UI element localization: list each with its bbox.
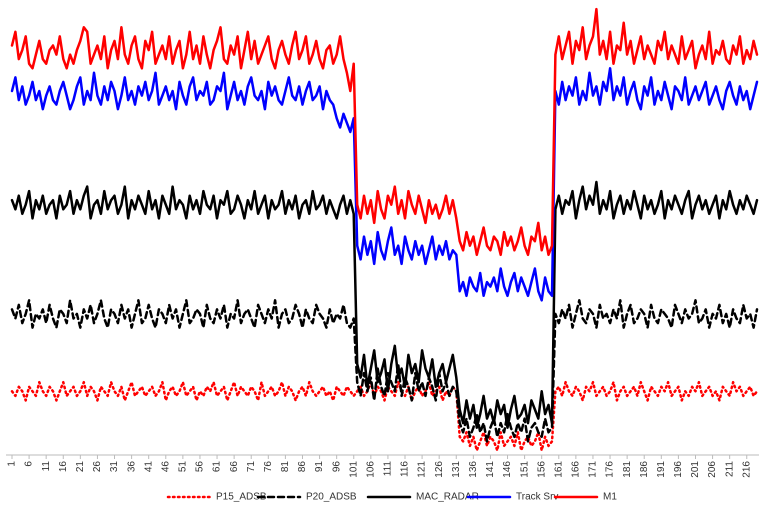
x-tick-label: 16 [58,461,69,473]
x-tick-label: 106 [365,461,376,478]
x-tick-label: 61 [212,461,223,473]
x-tick-label: 51 [178,461,189,473]
x-tick-label: 36 [126,461,137,473]
x-tick-label: 46 [160,461,171,473]
x-tick-label: 196 [673,461,684,478]
legend-label: MAC_RADAR [416,492,479,503]
x-tick-label: 21 [75,461,86,473]
x-tick-label: 126 [434,461,445,478]
x-tick-label: 171 [588,461,599,478]
x-tick-label: 101 [348,461,359,478]
x-tick-label: 56 [195,461,206,473]
x-tick-label: 91 [314,461,325,473]
x-tick-label: 31 [109,461,120,473]
x-tick-label: 81 [280,461,291,473]
x-tick-label: 201 [690,461,701,478]
x-tick-label: 41 [143,461,154,473]
legend-label: Track Srv [516,492,558,503]
x-tick-label: 156 [536,461,547,478]
x-tick-label: 26 [92,461,103,473]
x-tick-label: 86 [297,461,308,473]
x-tick-label: 121 [417,461,428,478]
legend-label: P15_ADSB [216,492,267,503]
legend-label: P20_ADSB [306,492,357,503]
x-tick-label: 111 [383,461,394,477]
x-tick-label: 116 [400,461,411,477]
line [10,380,759,452]
line [10,180,759,429]
x-tick-label: 181 [622,461,633,478]
x-tick-label: 166 [571,461,582,478]
x-tick-label: 211 [724,461,735,477]
x-tick-label: 151 [519,461,530,478]
x-tick-label: 176 [605,461,616,478]
x-tick-label: 6 [24,461,35,467]
x-tick-label: 96 [331,461,342,473]
line [10,7,759,257]
x-tick-label: 66 [229,461,240,473]
x-tick-label: 141 [485,461,496,478]
x-tick-label: 161 [553,461,564,478]
x-tick-label: 136 [468,461,479,478]
line [10,299,759,443]
x-tick-label: 131 [451,461,462,478]
x-tick-label: 76 [263,461,274,473]
x-tick-label: 11 [41,461,52,472]
x-tick-label: 1 [7,461,18,467]
x-tick-label: 191 [656,461,667,478]
x-tick-label: 71 [246,461,257,473]
x-tick-label: 146 [502,461,513,478]
x-tick-label: 216 [741,461,752,478]
x-tick-label: 206 [707,461,718,478]
legend-label: M1 [603,492,617,503]
x-tick-label: 186 [639,461,650,478]
line [10,67,759,302]
